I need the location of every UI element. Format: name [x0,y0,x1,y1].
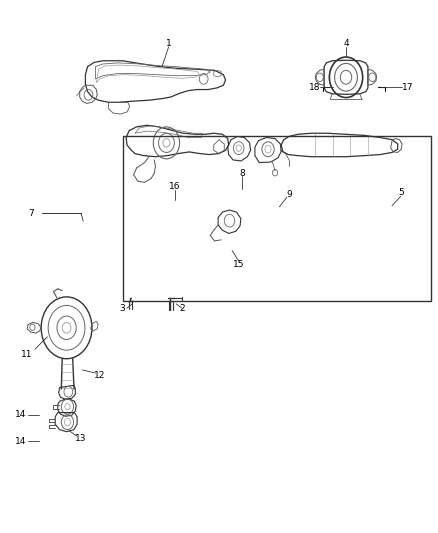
Bar [123,136,431,301]
Text: 17: 17 [402,83,413,92]
Text: 5: 5 [398,189,404,197]
Text: 14: 14 [15,410,27,419]
Text: 7: 7 [28,209,35,217]
Text: 18: 18 [309,83,320,92]
Text: 2: 2 [179,304,184,312]
Text: 16: 16 [170,182,181,191]
Text: 8: 8 [239,169,245,177]
Text: 13: 13 [75,434,87,442]
Text: 1: 1 [166,39,172,48]
Text: 14: 14 [15,437,27,446]
Text: 12: 12 [94,371,106,379]
Text: 9: 9 [286,190,292,199]
Text: 3: 3 [120,304,126,312]
Text: 11: 11 [21,350,33,359]
Text: 15: 15 [233,261,244,269]
Text: 4: 4 [343,39,349,48]
